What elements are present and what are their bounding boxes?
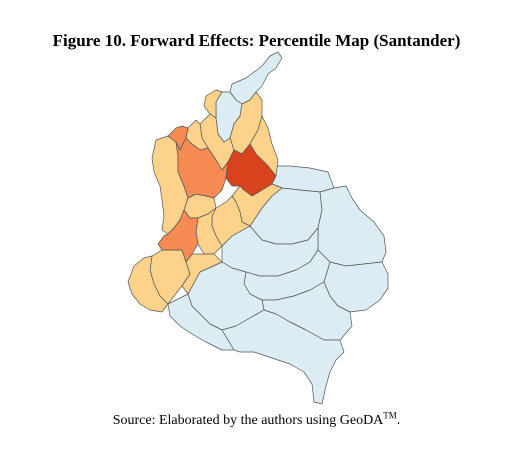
caption-end: .: [396, 413, 401, 428]
region-amazonas: [221, 309, 345, 405]
region-atlantico: [203, 89, 223, 119]
region-narino: [127, 255, 169, 313]
region-huila: [181, 253, 223, 295]
region-santander: [225, 143, 277, 197]
trademark-mark: TM: [383, 410, 397, 421]
region-valle: [157, 209, 199, 263]
map-regions: [127, 51, 389, 405]
figure-caption: Source: Elaborated by the authors using …: [0, 410, 513, 430]
figure-title: Figure 10. Forward Effects: Percentile M…: [52, 31, 461, 50]
caption-text: Source: Elaborated by the authors using …: [112, 413, 384, 428]
region-vichada: [317, 185, 387, 267]
